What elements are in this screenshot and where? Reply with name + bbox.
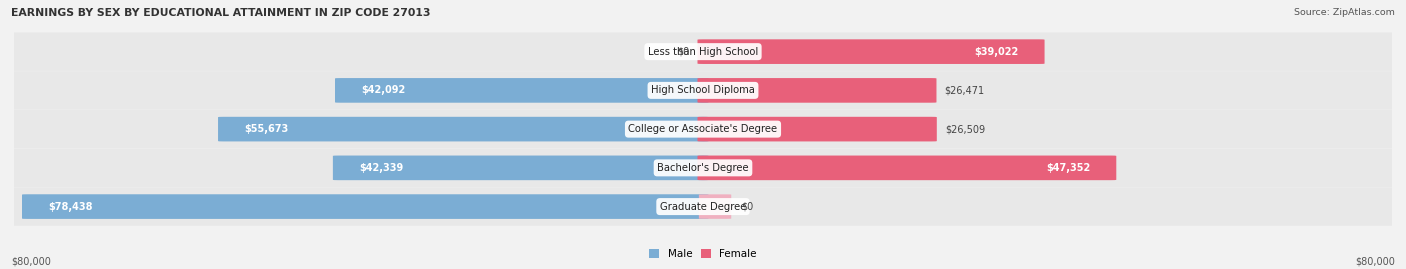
- Legend: Male, Female: Male, Female: [645, 245, 761, 263]
- Text: $42,339: $42,339: [359, 163, 404, 173]
- Text: EARNINGS BY SEX BY EDUCATIONAL ATTAINMENT IN ZIP CODE 27013: EARNINGS BY SEX BY EDUCATIONAL ATTAINMEN…: [11, 8, 430, 18]
- FancyBboxPatch shape: [697, 39, 1045, 64]
- FancyBboxPatch shape: [218, 117, 709, 141]
- Text: Source: ZipAtlas.com: Source: ZipAtlas.com: [1294, 8, 1395, 17]
- FancyBboxPatch shape: [0, 187, 1406, 226]
- FancyBboxPatch shape: [0, 110, 1406, 148]
- Text: Less than High School: Less than High School: [648, 47, 758, 57]
- Text: $55,673: $55,673: [245, 124, 288, 134]
- FancyBboxPatch shape: [697, 155, 1116, 180]
- FancyBboxPatch shape: [335, 78, 709, 103]
- FancyBboxPatch shape: [699, 194, 731, 219]
- Text: $78,438: $78,438: [48, 201, 93, 212]
- Text: $80,000: $80,000: [1355, 256, 1395, 266]
- Text: $26,509: $26,509: [945, 124, 986, 134]
- FancyBboxPatch shape: [0, 149, 1406, 187]
- Text: College or Associate's Degree: College or Associate's Degree: [628, 124, 778, 134]
- Text: $26,471: $26,471: [945, 85, 984, 95]
- FancyBboxPatch shape: [697, 78, 936, 103]
- FancyBboxPatch shape: [697, 117, 936, 141]
- Text: $0: $0: [741, 201, 754, 212]
- FancyBboxPatch shape: [333, 155, 709, 180]
- Text: $47,352: $47,352: [1046, 163, 1090, 173]
- FancyBboxPatch shape: [22, 194, 709, 219]
- Text: High School Diploma: High School Diploma: [651, 85, 755, 95]
- Text: Graduate Degree: Graduate Degree: [659, 201, 747, 212]
- Text: $42,092: $42,092: [361, 85, 405, 95]
- Text: $0: $0: [676, 47, 689, 57]
- Text: $80,000: $80,000: [11, 256, 51, 266]
- Text: Bachelor's Degree: Bachelor's Degree: [657, 163, 749, 173]
- Text: $39,022: $39,022: [974, 47, 1018, 57]
- FancyBboxPatch shape: [0, 33, 1406, 71]
- FancyBboxPatch shape: [0, 71, 1406, 109]
